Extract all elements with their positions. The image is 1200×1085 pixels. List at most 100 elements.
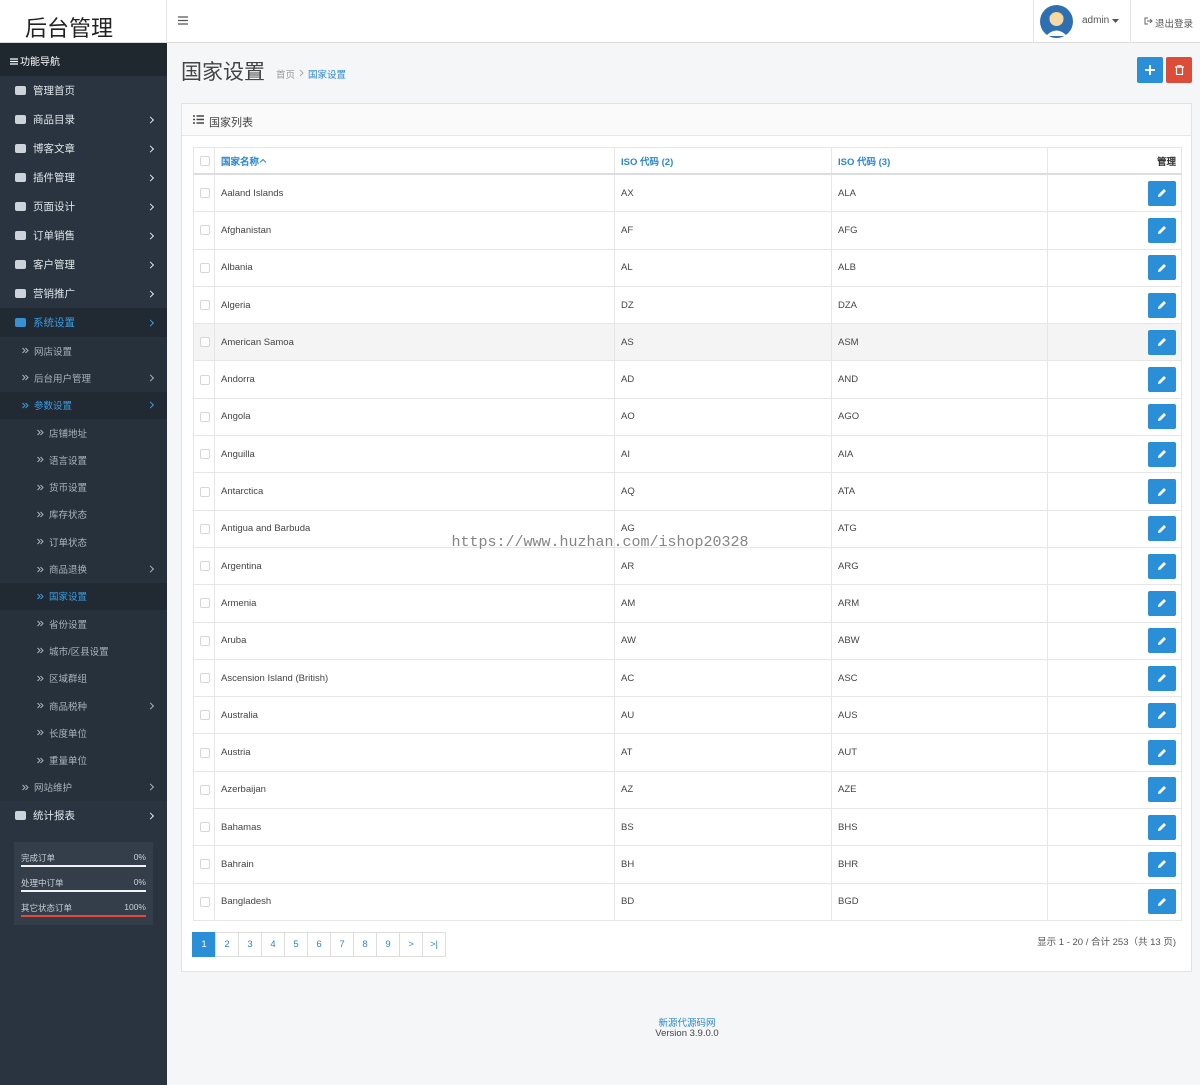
page-button[interactable]: 1 <box>192 932 216 957</box>
menu-item[interactable]: 商品税种 <box>0 691 167 720</box>
footer-link[interactable]: 新源代源码网 <box>658 1018 716 1029</box>
breadcrumb-current[interactable]: 国家设置 <box>308 70 347 81</box>
menu-item[interactable]: 店铺地址 <box>0 418 167 447</box>
edit-button[interactable] <box>1148 665 1176 691</box>
edit-button[interactable] <box>1148 255 1176 281</box>
row-checkbox[interactable] <box>200 374 210 385</box>
edit-button[interactable] <box>1148 851 1176 877</box>
menu-item[interactable]: 货币设置 <box>0 473 167 501</box>
menu-item[interactable]: 插件管理 <box>0 163 167 192</box>
menu-item[interactable]: 系统设置 <box>0 308 167 337</box>
cell-text: AUT <box>838 747 857 759</box>
column-header[interactable]: ISO 代码 (2) <box>615 148 832 173</box>
column-header[interactable]: ISO 代码 (3) <box>832 148 1048 173</box>
menu-item[interactable]: 国家设置 <box>0 582 167 610</box>
row-checkbox[interactable] <box>200 784 210 795</box>
row-checkbox[interactable] <box>200 747 210 758</box>
menu-item[interactable]: 营销推广 <box>0 279 167 308</box>
row-checkbox[interactable] <box>200 710 210 721</box>
select-all[interactable] <box>200 155 210 166</box>
edit-button[interactable] <box>1148 814 1176 840</box>
menu-item[interactable]: 库存状态 <box>0 500 167 529</box>
row-checkbox[interactable] <box>200 673 210 683</box>
row-checkbox[interactable] <box>200 486 210 497</box>
page-button[interactable]: 3 <box>238 932 262 957</box>
edit-button[interactable] <box>1148 180 1176 206</box>
page-button[interactable]: 9 <box>376 932 400 957</box>
edit-button[interactable] <box>1148 628 1176 654</box>
row-checkbox[interactable] <box>200 411 210 422</box>
menu-toggle[interactable] <box>178 16 188 25</box>
page-button[interactable]: 4 <box>261 932 285 957</box>
row-checkbox[interactable] <box>200 523 210 534</box>
edit-button[interactable] <box>1148 404 1176 430</box>
menu-item[interactable]: 后台用户管理 <box>0 364 167 392</box>
menu-item[interactable]: 参数设置 <box>0 391 167 419</box>
menu-item[interactable]: 客户管理 <box>0 250 167 279</box>
column-header[interactable]: 国家名称 <box>215 148 615 173</box>
menu-item[interactable]: 省份设置 <box>0 609 167 638</box>
edit-button[interactable] <box>1148 553 1176 579</box>
logo[interactable]: 后台管理 <box>0 0 167 43</box>
menu-item[interactable]: 博客文章 <box>0 134 167 163</box>
page-button[interactable]: > <box>399 932 423 957</box>
row-checkbox[interactable] <box>200 449 210 460</box>
checkbox-cell <box>194 212 215 249</box>
row-checkbox[interactable] <box>200 598 210 609</box>
row-checkbox[interactable] <box>200 896 210 907</box>
menu-item[interactable]: 城市/区县设置 <box>0 637 167 665</box>
edit-button[interactable] <box>1148 777 1176 803</box>
page-button[interactable]: >| <box>422 932 446 957</box>
breadcrumb-home[interactable]: 首页 <box>276 70 296 81</box>
add-button[interactable] <box>1137 57 1163 83</box>
page-button[interactable]: 6 <box>307 932 331 957</box>
row-checkbox[interactable] <box>200 300 210 311</box>
menu-item[interactable]: 重量单位 <box>0 746 167 774</box>
row-checkbox[interactable] <box>200 822 210 833</box>
page-button[interactable]: 8 <box>353 932 377 957</box>
menu-item[interactable]: 长度单位 <box>0 719 167 747</box>
row-checkbox[interactable] <box>200 262 210 273</box>
menu-item[interactable]: 统计报表 <box>0 801 167 830</box>
column-label[interactable]: ISO 代码 (2) <box>621 156 674 168</box>
page-button[interactable]: 7 <box>330 932 354 957</box>
edit-button[interactable] <box>1148 441 1176 467</box>
edit-button[interactable] <box>1148 292 1176 318</box>
edit-button[interactable] <box>1148 329 1176 355</box>
menu-item[interactable]: 订单销售 <box>0 221 167 250</box>
column-label[interactable]: ISO 代码 (3) <box>838 156 891 168</box>
page-button[interactable]: 2 <box>215 932 239 957</box>
avatar[interactable] <box>1040 5 1073 38</box>
edit-button[interactable] <box>1148 516 1176 542</box>
logout-link[interactable]: 退出登录 <box>1155 19 1194 30</box>
menu-item[interactable]: 网站维护 <box>0 773 167 802</box>
page-button[interactable]: 5 <box>284 932 308 957</box>
row-checkbox[interactable] <box>200 635 210 646</box>
menu-item[interactable]: 语言设置 <box>0 446 167 474</box>
menu-item[interactable]: 页面设计 <box>0 192 167 221</box>
row-checkbox[interactable] <box>200 561 210 572</box>
menu-item[interactable]: 商品退换 <box>0 555 167 583</box>
column-label[interactable]: 国家名称 <box>221 156 260 168</box>
edit-button[interactable] <box>1148 889 1176 915</box>
edit-button[interactable] <box>1148 740 1176 766</box>
edit-button[interactable] <box>1148 367 1176 393</box>
row-checkbox[interactable] <box>200 188 210 199</box>
menu-item[interactable]: 管理首页 <box>0 76 167 105</box>
menu-item[interactable]: 区域群组 <box>0 664 167 692</box>
checkbox-cell <box>194 473 215 510</box>
edit-button[interactable] <box>1148 479 1176 505</box>
row-checkbox[interactable] <box>200 337 210 348</box>
row-checkbox[interactable] <box>200 859 210 870</box>
edit-button[interactable] <box>1148 590 1176 616</box>
delete-button[interactable] <box>1166 57 1192 83</box>
row-checkbox[interactable] <box>200 225 210 236</box>
menu-item[interactable]: 网店设置 <box>0 337 167 365</box>
edit-button[interactable] <box>1148 217 1176 243</box>
stat-percent: 0% <box>133 852 146 863</box>
menu-item[interactable]: 订单状态 <box>0 528 167 556</box>
menu-item[interactable]: 商品目录 <box>0 105 167 134</box>
user-name[interactable]: admin <box>1082 15 1110 26</box>
edit-button[interactable] <box>1148 702 1176 728</box>
checkbox-cell <box>194 361 215 398</box>
